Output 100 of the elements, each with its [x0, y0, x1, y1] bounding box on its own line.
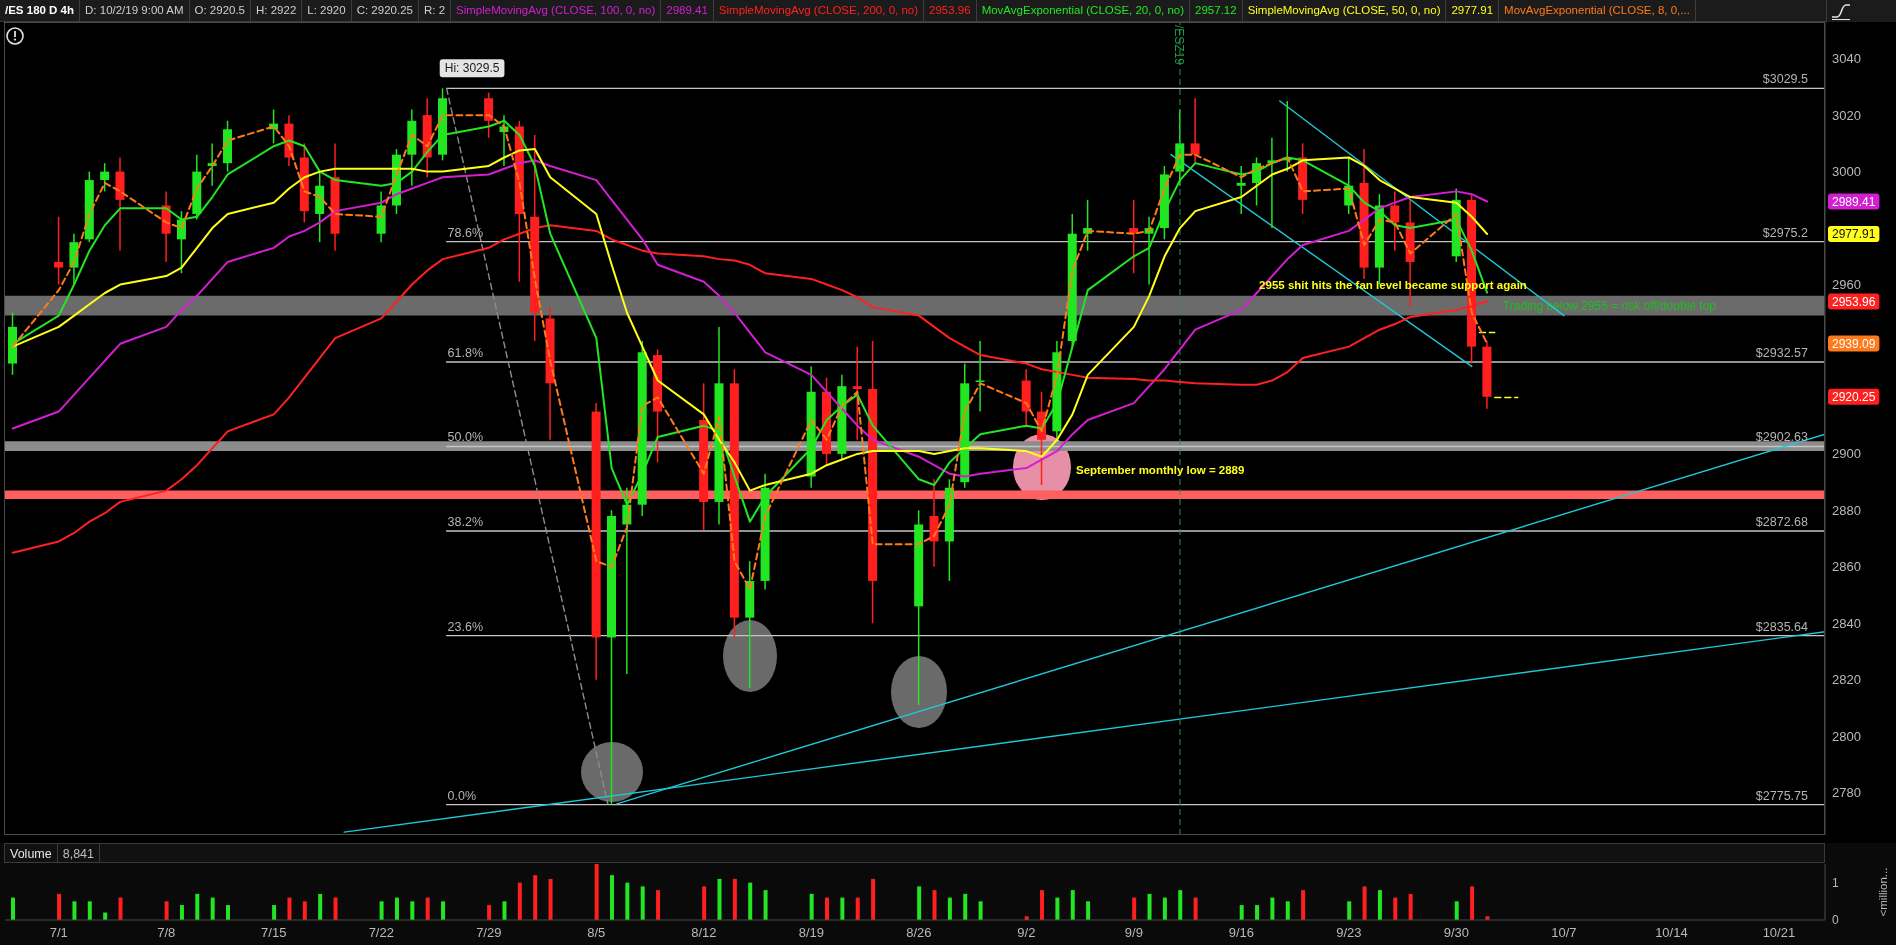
bar: [1070, 890, 1075, 920]
text: 2957.12: [1190, 0, 1243, 21]
bar: [748, 882, 753, 920]
annotation: 78.6%: [447, 225, 484, 240]
x-tick-label: 8/5: [587, 925, 606, 941]
text: 2989.41: [661, 0, 714, 21]
annotation: Hi: 3029.5: [444, 61, 500, 76]
text: SimpleMovingAvg (CLOSE, 200, 0, no): [713, 0, 925, 21]
bar: [287, 897, 292, 920]
data-label: $2932.57: [1755, 345, 1809, 360]
bar: [1347, 901, 1352, 920]
y-tick-label: 2939.09: [1831, 336, 1876, 351]
text: 2953.96: [924, 0, 977, 21]
bar: [57, 893, 62, 920]
x-tick-label: 7/8: [157, 925, 176, 941]
candlestick: [1236, 165, 1246, 215]
bar: [978, 901, 983, 920]
bar: [425, 897, 430, 920]
x-tick-label: 9/16: [1228, 925, 1255, 941]
y-tick-label: 2880: [1832, 502, 1861, 518]
text: SimpleMovingAvg (CLOSE, 50, 0, no): [1242, 0, 1447, 21]
bar: [1255, 905, 1260, 920]
x-tick-label: 9/2: [1017, 925, 1036, 941]
bar: [917, 886, 922, 920]
bar: [1408, 893, 1413, 920]
bar: [947, 897, 952, 920]
y-tick-label: 2920.25: [1831, 389, 1876, 404]
y-tick-label: 2800: [1832, 728, 1861, 744]
bar: [1147, 893, 1152, 920]
y-tick-label: 2780: [1832, 785, 1861, 801]
bar: [394, 897, 399, 920]
x-tick-label: 10/21: [1762, 925, 1796, 941]
bar: [732, 878, 737, 920]
bar: [625, 882, 630, 920]
x-tick-label: 9/9: [1124, 925, 1143, 941]
x-tick-label: 8/12: [691, 925, 717, 941]
y-tick-label: 3020: [1832, 107, 1861, 123]
bar: [1193, 897, 1198, 920]
x-tick-label: 7/1: [49, 925, 68, 941]
bar: [640, 886, 645, 920]
bar: [533, 875, 538, 920]
bar: [1162, 897, 1167, 920]
bar: [1086, 901, 1091, 920]
bar: [763, 890, 768, 920]
text: O: 2920.5: [189, 0, 252, 21]
candlestick: [1390, 190, 1400, 252]
bar: [717, 878, 722, 920]
data-label: $2902.63: [1755, 430, 1809, 445]
x-tick-label: 9/30: [1443, 925, 1470, 941]
bar: [1178, 890, 1183, 920]
bar: [594, 864, 599, 920]
text: D: 10/2/19 9:00 AM: [80, 0, 190, 21]
bar: [410, 901, 415, 920]
chart-title: /ES 180 D 4h: [0, 0, 81, 21]
y-tick-label: 2900: [1832, 446, 1861, 462]
y-tick-label: 0: [1832, 913, 1839, 928]
y-axis-title: <million...: [1877, 867, 1889, 917]
bar: [87, 901, 92, 920]
text: 2977.91: [1446, 0, 1500, 21]
bar: [195, 893, 200, 920]
x-tick-label: 7/15: [261, 925, 287, 941]
bar: [1285, 901, 1290, 920]
bar: [656, 890, 661, 920]
annotation: September monthly low = 2889: [1076, 464, 1245, 476]
y-tick-label: 3000: [1832, 164, 1861, 180]
annotation: 38.2%: [447, 515, 484, 530]
bar: [272, 905, 277, 920]
data-label: $2872.68: [1755, 515, 1809, 530]
bar: [302, 901, 307, 920]
bar: [72, 901, 77, 920]
bar: [609, 875, 614, 920]
bar: [548, 878, 553, 920]
bar: [1470, 886, 1475, 920]
bar: [1301, 890, 1306, 920]
bar: [1040, 890, 1045, 920]
text: C: 2920.25: [351, 0, 419, 21]
x-tick-label: 8/19: [798, 925, 824, 941]
text: R: 2: [418, 0, 452, 21]
bar: [825, 897, 830, 920]
x-tick-label: 7/22: [368, 925, 394, 941]
bar: [1270, 897, 1275, 920]
text: SimpleMovingAvg (CLOSE, 100, 0, no): [451, 0, 662, 21]
bar: [963, 893, 968, 920]
data-label: $2975.2: [1762, 225, 1809, 240]
bar: [871, 878, 876, 920]
x-tick-label: 9/23: [1336, 925, 1362, 941]
bar: [840, 897, 845, 920]
bar: [502, 901, 507, 920]
bar: [1377, 890, 1382, 920]
text: H: 2922: [251, 0, 303, 21]
y-tick-label: 3040: [1832, 51, 1861, 67]
bar: [932, 890, 937, 920]
text: MovAvgExponential (CLOSE, 8, 0,...: [1499, 0, 1696, 21]
candlestick: [54, 216, 64, 286]
data-label: $2835.64: [1755, 619, 1809, 634]
data-label: $3029.5: [1762, 72, 1809, 87]
y-tick-label: 1: [1832, 875, 1839, 890]
annotation: 50.0%: [447, 430, 484, 445]
bar: [441, 901, 446, 920]
bar: [1132, 897, 1137, 920]
